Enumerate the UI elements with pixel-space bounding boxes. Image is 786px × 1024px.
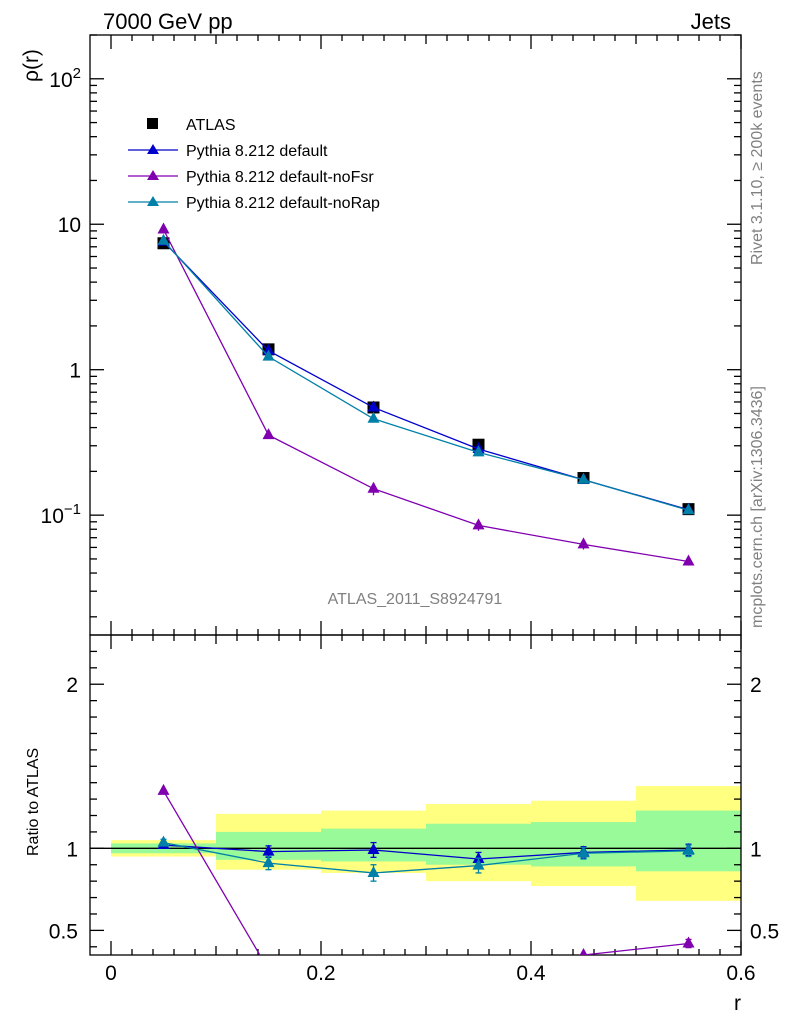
legend-marker-norap [147, 196, 159, 206]
main-point-pythia-8-212-default-norap-5 [682, 503, 695, 515]
ratio-point-pythia-8-212-default-nofsr-3 [473, 959, 485, 970]
legend-label-norap: Pythia 8.212 default-noRap [186, 195, 380, 212]
ratio-uncertainty-bands [111, 785, 741, 901]
ratio-plot-frame [89, 634, 742, 956]
main-point-pythia-8-212-default-nofsr-1 [262, 428, 275, 440]
band-green-5 [636, 810, 741, 872]
legend-label-default: Pythia 8.212 default [186, 143, 328, 160]
main-point-pythia-8-212-default-nofsr-0 [157, 222, 170, 234]
header-right: Jets [691, 9, 731, 34]
x-tick-label-0: 0 [105, 962, 117, 985]
main-point-pythia-8-212-default-nofsr-2 [367, 481, 380, 493]
ratio-point-pythia-8-212-default-norap-1 [262, 856, 275, 868]
ratio-series-pythia-8-212-default-nofsr [157, 783, 695, 974]
main-y-axis-title: ρ(r) [20, 49, 43, 82]
main-point-pythia-8-212-default-1 [262, 343, 275, 355]
main-point-pythia-8-212-default-2 [367, 400, 380, 412]
ratio-y-tick-label-left-1: 1 [66, 838, 78, 861]
main-point-pythia-8-212-default-nofsr-4 [577, 537, 590, 549]
axis-ticks [90, 34, 742, 955]
ratio-y-axis-title: Ratio to ATLAS [25, 748, 42, 856]
x-tick-label-2: 0.4 [516, 962, 546, 985]
legend-marker-atlas [147, 118, 158, 129]
ratio-series-group [157, 783, 695, 974]
rivet-version-label: Rivet 3.1.10, ≥ 200k events [749, 71, 766, 265]
main-line-pythia-8-212-default-norap [163, 240, 689, 511]
ratio-y-tick-label-left-0: 0.5 [49, 920, 78, 943]
ratio-series-pythia-8-212-default-norap [157, 835, 695, 882]
ratio-point-pythia-8-212-default-3 [472, 852, 485, 863]
ratio-point-pythia-8-212-default-1 [262, 844, 275, 856]
main-y-tick-label-3: 10−1 [41, 501, 81, 528]
main-y-tick-label-1: 10 [58, 214, 81, 237]
legend-marker-default [147, 144, 159, 154]
main-point-pythia-8-212-default-nofsr-5 [682, 554, 695, 566]
x-tick-label-1: 0.2 [306, 962, 335, 985]
mcplots-label: mcplots.cern.ch [arXiv:1306.3436] [749, 386, 766, 628]
main-point-pythia-8-212-default-norap-0 [157, 233, 170, 245]
analysis-watermark: ATLAS_2011_S8924791 [328, 591, 503, 608]
ratio-line-pythia-8-212-default [163, 844, 689, 860]
x-axis-title: r [734, 992, 741, 1015]
data-series [157, 222, 695, 974]
main-point-pythia-8-212-default-norap-4 [577, 472, 590, 484]
plot-frames [89, 34, 742, 956]
main-point-pythia-8-212-default-norap-3 [472, 445, 485, 457]
legend-label-atlas: ATLAS [186, 117, 236, 134]
ratio-point-pythia-8-212-default-norap-4 [577, 846, 590, 858]
ratio-point-pythia-8-212-default-2 [367, 842, 380, 854]
ratio-point-pythia-8-212-default-nofsr-0 [157, 783, 170, 795]
main-point-pythia-8-212-default-nofsr-3 [472, 518, 485, 530]
ratio-line-pythia-8-212-default-nofsr [162, 790, 689, 955]
ratio-line-pythia-8-212-default-norap [163, 841, 689, 874]
ratio-point-pythia-8-212-default-nofsr-2 [368, 959, 380, 970]
main-y-tick-label-0: 102 [49, 65, 81, 92]
ratio-y-tick-label-right-1: 1 [750, 838, 762, 861]
ratio-point-pythia-8-212-default-nofsr-1 [263, 963, 275, 974]
main-line-pythia-8-212-default [163, 241, 689, 511]
main-series-pythia-8-212-default-nofsr [157, 222, 695, 566]
ratio-point-pythia-8-212-default-nofsr-5 [682, 936, 695, 948]
ratio-y-tick-label-left-2: 2 [66, 674, 78, 697]
ratio-point-pythia-8-212-default-norap-3 [472, 858, 485, 870]
ratio-y-tick-label-right-2: 2 [750, 674, 762, 697]
ratio-y-tick-label-right-0: 0.5 [750, 920, 779, 943]
main-point-pythia-8-212-default-norap-2 [367, 411, 380, 423]
legend-label-nofsr: Pythia 8.212 default-noFsr [186, 169, 374, 186]
main-series-pythia-8-212-default-norap [157, 233, 695, 515]
main-y-tick-label-2: 1 [69, 360, 81, 383]
header-left: 7000 GeV pp [103, 9, 233, 34]
ratio-point-pythia-8-212-default-norap-0 [157, 835, 170, 847]
legend: ATLAS Pythia 8.212 default Pythia 8.212 … [128, 117, 380, 212]
main-line-pythia-8-212-default-nofsr [162, 229, 689, 563]
ratio-point-pythia-8-212-default-nofsr-4 [579, 948, 588, 955]
ratio-point-pythia-8-212-default-norap-2 [367, 865, 380, 877]
ratio-point-pythia-8-212-default-norap-5 [682, 843, 695, 855]
legend-marker-nofsr [147, 170, 159, 180]
main-point-pythia-8-212-default-norap-1 [262, 349, 275, 361]
band-green-4 [531, 822, 636, 867]
x-tick-label-3: 0.6 [726, 962, 755, 985]
